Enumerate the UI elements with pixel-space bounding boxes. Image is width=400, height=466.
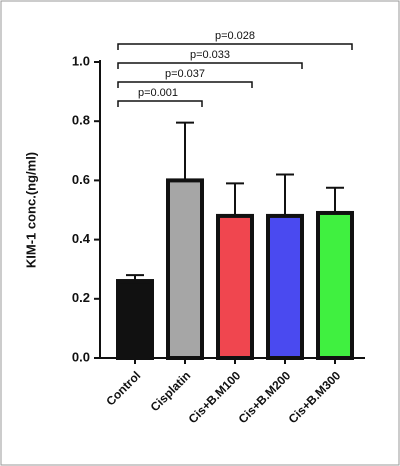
bar xyxy=(266,213,304,360)
x-tick-label: Cis+B.M300 xyxy=(286,368,344,426)
bar xyxy=(316,210,354,360)
bar xyxy=(116,279,154,361)
y-axis-label: KIM-1 conc.(ng/ml) xyxy=(23,152,38,268)
y-tick-label: 0.2 xyxy=(72,290,90,305)
p-value-label: p=0.033 xyxy=(190,49,230,61)
p-value-label: p=0.037 xyxy=(165,68,205,80)
y-tick-label: 0.6 xyxy=(72,172,90,187)
significance-bracket xyxy=(117,81,253,88)
y-tick-label: 0.4 xyxy=(72,231,91,246)
y-tick-label: 0.0 xyxy=(72,349,90,364)
bar xyxy=(216,213,254,360)
y-tick-label: 0.8 xyxy=(72,113,90,128)
x-tick-label: Cis+B.M200 xyxy=(236,368,294,426)
x-tick-label: Cis+B.M100 xyxy=(186,368,244,426)
y-tick-label: 1.0 xyxy=(72,53,90,68)
significance-bracket xyxy=(117,43,353,50)
significance-bracket xyxy=(117,62,303,69)
x-tick-label: Cisplatin xyxy=(148,368,194,414)
x-tick-label: Control xyxy=(103,368,143,408)
significance-bracket xyxy=(117,100,203,107)
p-value-label: p=0.001 xyxy=(138,87,178,99)
p-value-label: p=0.028 xyxy=(215,30,255,42)
bar xyxy=(166,178,204,360)
